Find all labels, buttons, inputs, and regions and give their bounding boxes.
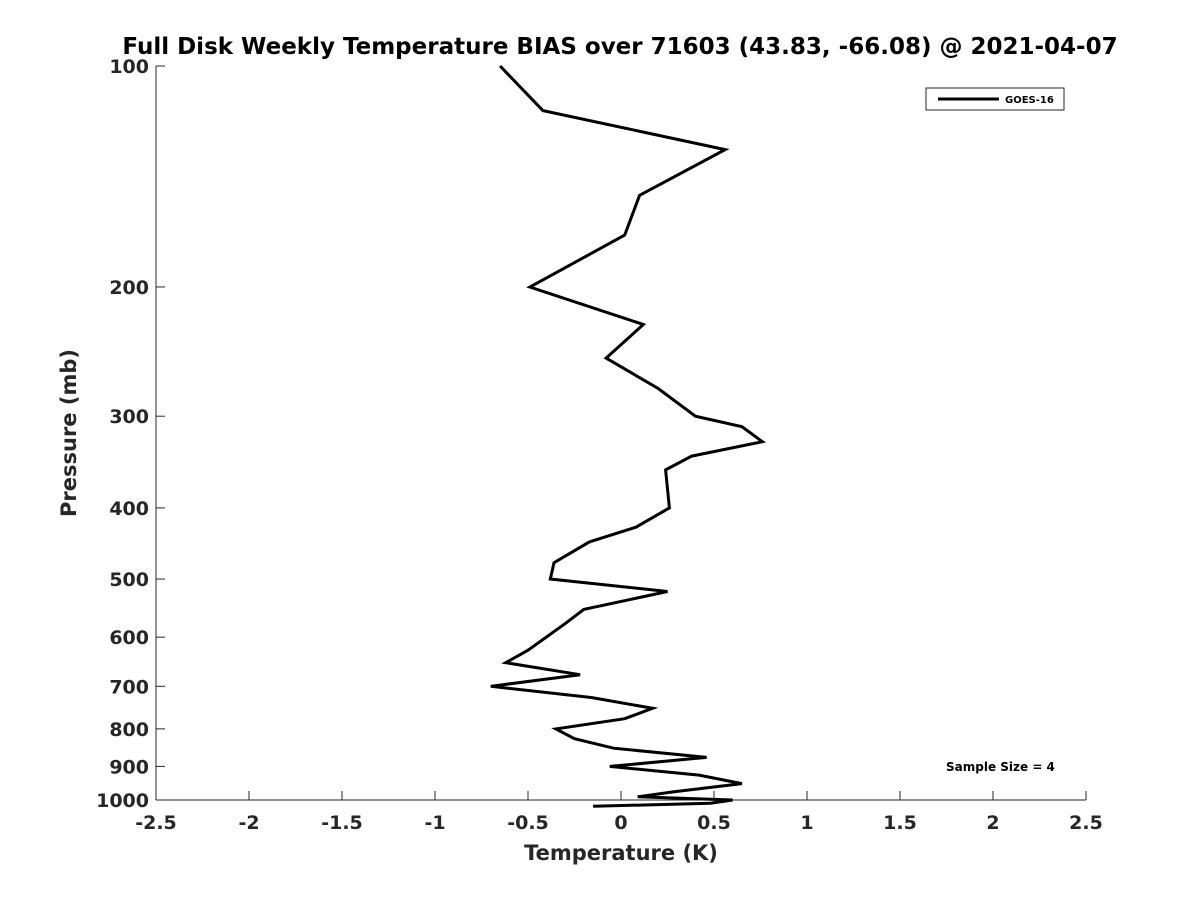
chart-title: Full Disk Weekly Temperature BIAS over 7… — [122, 34, 1117, 60]
x-tick-label: 0.5 — [697, 812, 731, 834]
x-tick-label: 1.5 — [883, 812, 917, 834]
y-tick-label: 100 — [109, 56, 149, 78]
y-tick-label: 900 — [109, 756, 149, 778]
y-tick-label: 1000 — [96, 790, 149, 812]
x-tick-label: -1 — [424, 812, 445, 834]
legend: GOES-16 — [925, 87, 1065, 111]
y-axis-label: Pressure (mb) — [57, 349, 81, 517]
y-tick-label: 500 — [109, 569, 149, 591]
y-tick-label: 200 — [109, 277, 149, 299]
x-axis-ticks: -2.5 -2 -1.5 -1 -0.5 0 0.5 1 1.5 2 2.5 — [135, 791, 1103, 834]
series-line-goes-16 — [490, 64, 767, 808]
y-tick-label: 300 — [109, 406, 149, 428]
x-tick-label: 1 — [800, 812, 813, 834]
x-tick-label: 0 — [614, 812, 627, 834]
y-tick-label: 400 — [109, 498, 149, 520]
x-tick-label: 2.5 — [1069, 812, 1103, 834]
series-layer — [490, 64, 767, 808]
legend-label-goes-16: GOES-16 — [1005, 95, 1054, 106]
y-tick-label: 700 — [109, 676, 149, 698]
x-tick-label: -2 — [238, 812, 259, 834]
y-axis-ticks: 100 200 300 400 500 600 700 800 900 1000 — [96, 56, 165, 812]
y-tick-label: 800 — [109, 719, 149, 741]
x-axis-label: Temperature (K) — [524, 841, 718, 865]
plot-axes — [155, 66, 1086, 801]
x-tick-label: 2 — [986, 812, 999, 834]
x-tick-label: -1.5 — [321, 812, 363, 834]
y-tick-label: 600 — [109, 627, 149, 649]
sample-size-annotation: Sample Size = 4 — [946, 760, 1055, 774]
x-tick-label: -0.5 — [507, 812, 549, 834]
x-tick-label: -2.5 — [135, 812, 177, 834]
